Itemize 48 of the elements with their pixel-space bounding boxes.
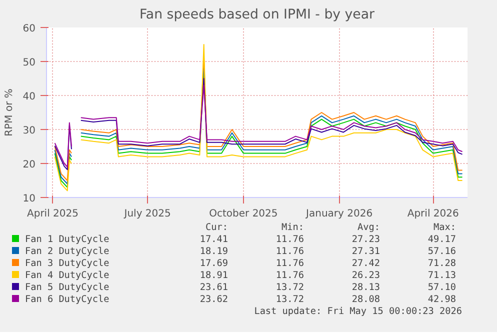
x-tick-label: January 2026 bbox=[305, 208, 373, 220]
text: 17.41 bbox=[198, 234, 228, 246]
x-tick-label: April 2025 bbox=[27, 208, 78, 220]
text: 27.31 bbox=[350, 246, 380, 258]
text: 23.62 bbox=[198, 294, 228, 306]
text: Min: bbox=[280, 222, 304, 234]
text: 11.76 bbox=[274, 246, 304, 258]
text: 11.76 bbox=[274, 234, 304, 246]
y-tick-label: 20 bbox=[22, 160, 36, 170]
legend-label: Fan 3 DutyCycle bbox=[24, 258, 110, 270]
text: 27.23 bbox=[350, 234, 380, 246]
y-tick-label: 10 bbox=[22, 194, 36, 204]
legend-label: Fan 2 DutyCycle bbox=[24, 246, 110, 258]
text: 71.13 bbox=[426, 270, 456, 282]
text: 17.69 bbox=[198, 258, 228, 270]
text: 18.91 bbox=[198, 270, 228, 282]
y-tick-label: 60 bbox=[22, 24, 36, 34]
text: 13.72 bbox=[274, 282, 304, 294]
text: 28.08 bbox=[350, 294, 380, 306]
y-axis-title: RPM or % bbox=[4, 88, 15, 136]
legend-label: Fan 4 DutyCycle bbox=[24, 270, 110, 282]
x-tick-label: October 2025 bbox=[209, 208, 278, 220]
y-tick-label: 30 bbox=[22, 126, 36, 136]
text: 49.17 bbox=[426, 234, 456, 246]
text: 26.23 bbox=[350, 270, 380, 282]
text: 13.72 bbox=[274, 294, 304, 306]
text: Max: bbox=[432, 222, 456, 234]
text: Last update: Fri May 15 00:00:23 2026 bbox=[253, 306, 462, 318]
y-tick-label: 50 bbox=[22, 58, 36, 68]
legend-label: Fan 6 DutyCycle bbox=[24, 294, 110, 306]
text: 42.98 bbox=[426, 294, 456, 306]
text: 27.42 bbox=[350, 258, 380, 270]
text: Avg: bbox=[356, 222, 380, 234]
x-tick-label: April 2026 bbox=[407, 208, 459, 220]
text: 57.16 bbox=[426, 246, 456, 258]
legend-label: Fan 5 DutyCycle bbox=[24, 282, 110, 294]
text: Cur: bbox=[204, 222, 228, 234]
text: 11.76 bbox=[274, 270, 304, 282]
text: 57.10 bbox=[426, 282, 456, 294]
y-tick-label: 40 bbox=[22, 92, 36, 102]
text: 23.61 bbox=[198, 282, 228, 294]
text: 11.76 bbox=[274, 258, 304, 270]
text: 71.28 bbox=[426, 258, 456, 270]
legend-label: Fan 1 DutyCycle bbox=[24, 234, 110, 246]
text: 18.19 bbox=[198, 246, 228, 258]
x-tick-label: July 2025 bbox=[123, 208, 171, 220]
text: 28.13 bbox=[350, 282, 380, 294]
chart-title: Fan speeds based on IPMI - by year bbox=[139, 8, 376, 22]
